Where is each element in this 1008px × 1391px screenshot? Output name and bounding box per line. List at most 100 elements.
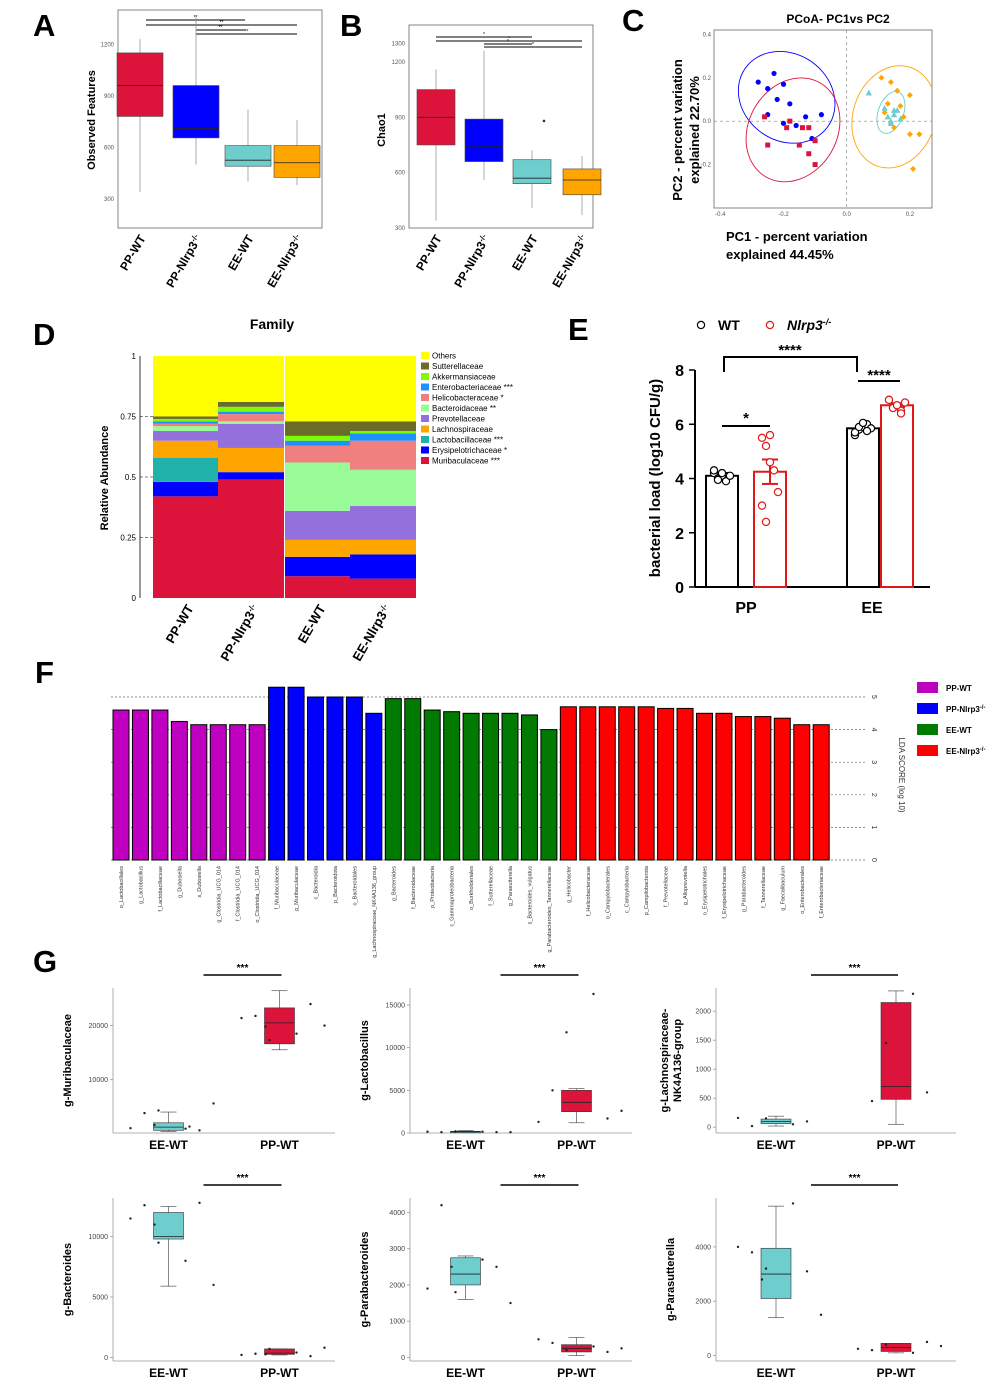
- y-tick-label: 10000: [89, 1077, 109, 1084]
- data-point: [736, 1116, 740, 1120]
- data-point: [454, 1130, 457, 1133]
- y-tick-label: 600: [395, 171, 406, 177]
- plot-frame: [408, 24, 594, 229]
- plot-frame: [117, 9, 323, 229]
- significance-label: ***: [849, 1173, 861, 1184]
- taxon-label: g_Muribaculaceae: [294, 866, 300, 911]
- subplot-g-muribaculaceae: 10000 20000 EE-WT PP-WT *** g-Muribaculaceae: [62, 963, 335, 1152]
- y-axis-label: Observed Features: [86, 70, 98, 170]
- data-point: [887, 120, 895, 126]
- stack-segment: [153, 356, 219, 417]
- x-category-label: PP-WT: [557, 1366, 596, 1380]
- y-tick-label: 0: [104, 1355, 108, 1362]
- x-category-label: PP-Nlrp3-/-: [163, 232, 205, 290]
- data-point: [153, 1123, 156, 1127]
- y-tick-label: 2000: [695, 1299, 711, 1306]
- panel-letter-b: B: [340, 8, 362, 43]
- x-category-label: EE-WT: [757, 1366, 796, 1380]
- data-point: [717, 468, 727, 478]
- data-point: [750, 1124, 754, 1128]
- stack-segment: [285, 556, 351, 577]
- legend-label: PP-WT: [946, 684, 972, 693]
- mean-bar: [846, 427, 880, 588]
- legend-swatch: [421, 457, 429, 464]
- stack-segment: [285, 440, 351, 446]
- data-point: [900, 398, 910, 407]
- x-category-label: PP-WT: [413, 232, 445, 273]
- y-axis-label: g-Parabacteroides: [359, 1232, 371, 1328]
- y-tick-label: 0: [401, 1355, 405, 1362]
- y-tick-label: 1300: [392, 41, 406, 47]
- y-tick-label: 2: [870, 793, 877, 797]
- data-point: [620, 1109, 623, 1113]
- data-point: [440, 1204, 443, 1207]
- stack-segment: [153, 423, 219, 427]
- lda-bar: [307, 696, 324, 861]
- data-point: [323, 1024, 326, 1027]
- taxon-label: f_Clostridia_UCG_014: [236, 866, 242, 921]
- data-point: [856, 1347, 860, 1350]
- data-point: [254, 1014, 257, 1018]
- outlier-point: [542, 119, 546, 123]
- data-point: [481, 1130, 484, 1133]
- data-point: [900, 113, 907, 120]
- stack-segment: [218, 421, 284, 424]
- box-plots: [416, 50, 602, 221]
- legend-label: Erysipelotrichaceae *: [432, 446, 507, 455]
- x-category-label: EE-Nlrp3-/-: [264, 232, 306, 290]
- data-point: [897, 102, 904, 109]
- data-point: [736, 1245, 740, 1249]
- taxon-label: o_Burkholderiales: [469, 866, 475, 910]
- panel-letter-c: C: [622, 3, 644, 38]
- box-pp-nlrp3-: [464, 118, 504, 162]
- significance-label: *: [532, 42, 534, 48]
- lda-bar: [462, 712, 480, 861]
- significance-label: *: [508, 36, 510, 42]
- y-tick-label: 0: [870, 858, 877, 862]
- lda-bar: [520, 714, 538, 861]
- data-point: [806, 125, 812, 131]
- lda-bar: [443, 711, 461, 861]
- lda-bar: [404, 698, 422, 861]
- x-tick-label: 0.2: [906, 212, 915, 218]
- lda-bar: [482, 712, 500, 861]
- panel-c: C PCoA- PC1vs PC2 -0.4 -0.2 0.0 0.2 0.4 0.2 0.…: [622, 3, 933, 262]
- taxon-label: f_Erysipelotrichaceae: [722, 866, 728, 919]
- mean-bar: [705, 474, 739, 589]
- x-tick-label: -0.2: [778, 212, 789, 218]
- data-point: [495, 1265, 498, 1269]
- lda-bar: [715, 712, 733, 861]
- panel-letter-e: E: [568, 312, 589, 347]
- taxon-label: g_Parabacteroides: [741, 866, 747, 912]
- data-point: [309, 1002, 312, 1006]
- panel-letter-a: A: [33, 8, 55, 43]
- data-point: [887, 79, 894, 86]
- taxon-label: g_Bacteroides: [391, 866, 397, 901]
- box-pp-wt: [116, 52, 164, 117]
- confidence-ellipse: [737, 50, 836, 144]
- data-point: [188, 1125, 191, 1128]
- data-point: [862, 426, 872, 436]
- stack-segment: [218, 414, 284, 422]
- x-category-label: PP-WT: [260, 1138, 299, 1152]
- taxon-label: o_Bacteroidales: [352, 866, 358, 906]
- lda-bar: [793, 724, 811, 861]
- y-axis-label-line-1: g-Lachnospiraceae-: [659, 1008, 671, 1112]
- data-point: [787, 118, 793, 124]
- data-point: [129, 1126, 132, 1130]
- x-category-label: PP-WT: [877, 1366, 916, 1380]
- stack-segment: [153, 457, 219, 482]
- lda-bar: [287, 686, 305, 861]
- box-ee-nlrp3-: [562, 168, 602, 196]
- lda-bar: [229, 724, 247, 861]
- data-point: [565, 1031, 568, 1034]
- data-point: [495, 1130, 498, 1134]
- data-point: [184, 1259, 187, 1262]
- data-point: [592, 1345, 595, 1348]
- taxon-label: f_Bacteroidaceae: [411, 866, 417, 909]
- data-point: [865, 89, 873, 96]
- taxon-label: o_Enterobacterales: [800, 866, 806, 914]
- legend-swatch: [421, 373, 429, 380]
